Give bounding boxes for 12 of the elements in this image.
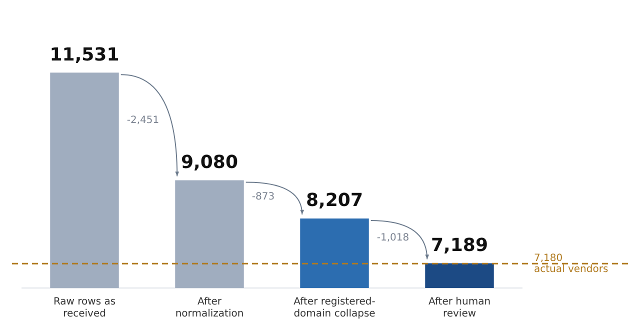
x-tick-label: After registered-domain collapse [294,296,376,320]
ref-line-label: 7,180 actual vendors [534,253,608,276]
annotation: -2,451 [126,114,160,126]
data-label: 11,531 [50,44,120,66]
data-label: 8,207 [306,190,363,212]
x-tick-label: Raw rows as received [53,296,116,320]
x-tick-label: After normalization [175,296,244,320]
annotation: -873 [252,191,275,202]
annotation: -1,018 [376,232,410,244]
data-label: 7,189 [431,234,488,256]
data-label: 9,080 [181,152,238,173]
x-tick-label: After human review [428,296,491,320]
